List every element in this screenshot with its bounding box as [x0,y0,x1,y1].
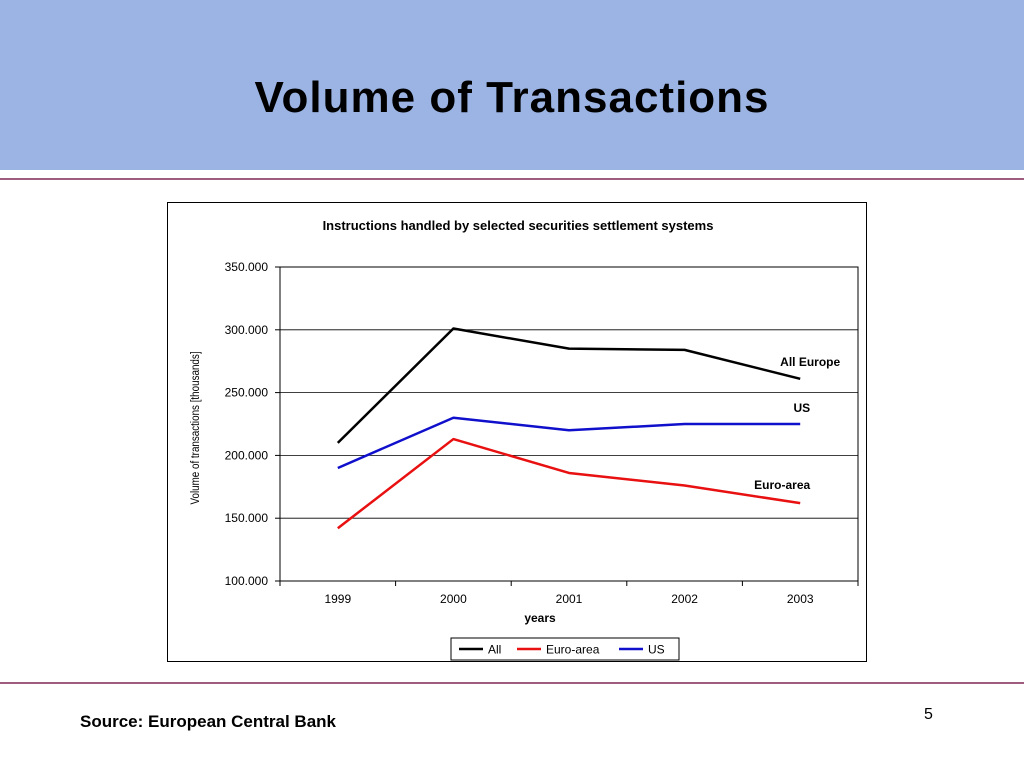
slide-header: Volume of Transactions [0,0,1024,170]
legend: All Euro-area US [450,637,680,661]
y-tick-label: 200.000 [225,448,269,462]
series-labels: All Europe Euro-area US [754,355,840,492]
x-tick-label: 2001 [556,592,583,606]
y-axis-label: Volume of transactions [thousands] [189,351,202,504]
x-tick-label: 2000 [440,592,467,606]
y-tick-label: 150.000 [225,511,269,525]
x-axis-label: years [524,611,556,625]
gridlines [280,329,858,519]
legend-label-all: All [488,643,501,657]
series-lines [336,327,801,530]
top-divider [0,178,1024,180]
bottom-divider [0,682,1024,684]
y-tick-label: 250.000 [225,386,269,400]
legend-label-euro-area: Euro-area [546,643,600,657]
series-label-all: All Europe [780,355,840,369]
x-tick-label: 1999 [324,592,351,606]
legend-label-us: US [648,643,665,657]
source-note: Source: European Central Bank [80,712,337,731]
legend-box [450,637,680,661]
slide-title: Volume of Transactions [254,73,770,122]
series-line-us [337,416,801,470]
axes: 100.000 150.000 200.000 250.000 300.000 350.0… [225,260,859,606]
series-line-euro-area [337,437,801,530]
series-label-euro-area: Euro-area [754,478,810,492]
series-line-all [336,327,801,444]
y-tick-label: 350.000 [225,260,269,274]
x-tick-label: 2002 [671,592,698,606]
chart-frame: Instructions handled by selected securit… [167,202,867,662]
x-tick-label: 2003 [787,592,814,606]
y-tick-label: 300.000 [225,323,269,337]
chart-title: Instructions handled by selected securit… [323,218,714,233]
series-label-us: US [794,401,811,415]
page-number: 5 [924,706,933,723]
plot-area [279,266,859,582]
y-tick-label: 100.000 [225,574,269,588]
line-chart: Instructions handled by selected securit… [189,218,859,661]
